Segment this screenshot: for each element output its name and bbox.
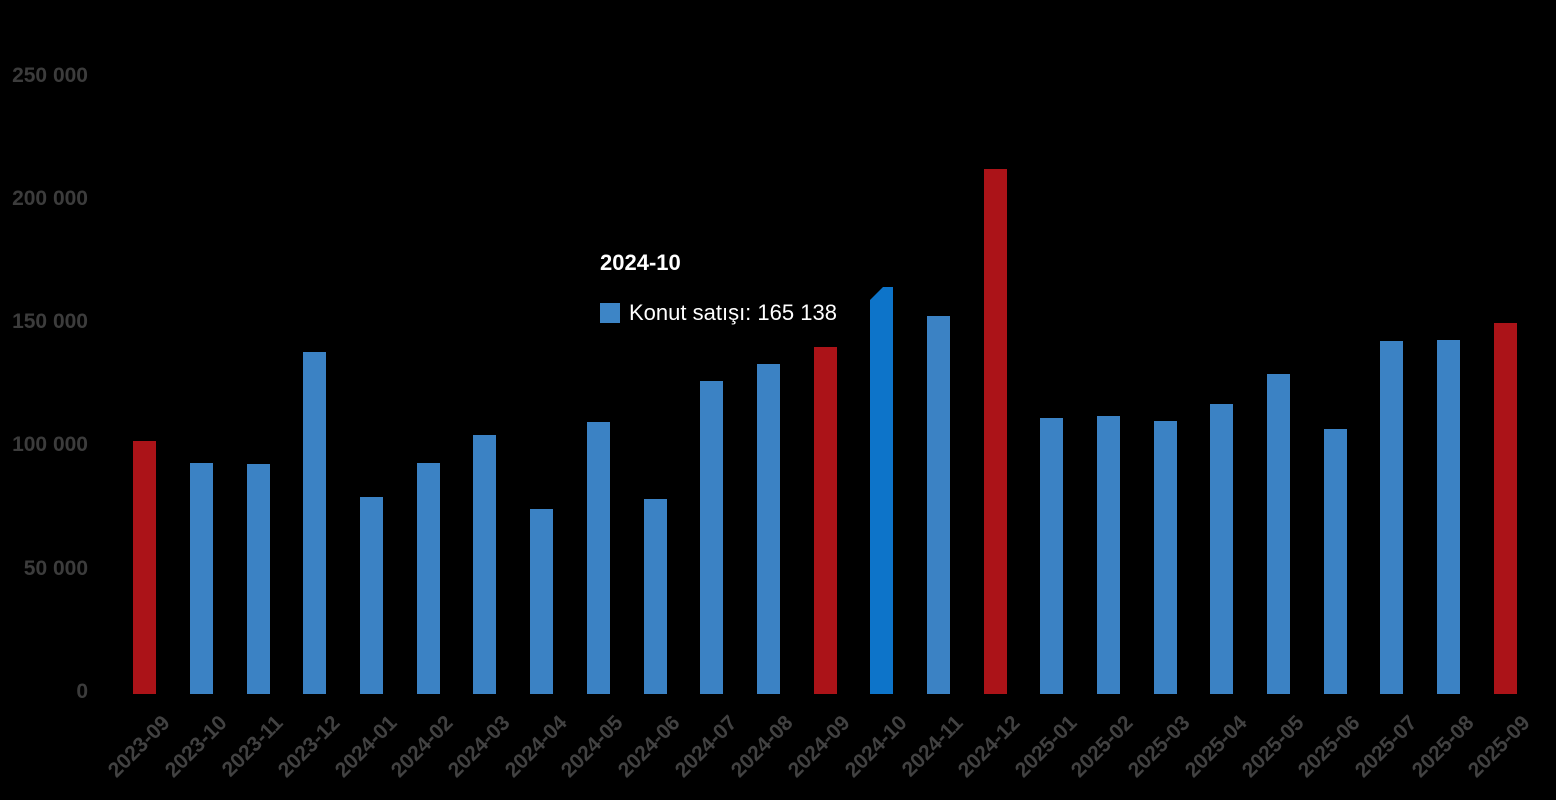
y-axis-label-150 000: 150 000 (12, 310, 88, 334)
tooltip-title: 2024-10 (600, 250, 681, 275)
bar-2024-10[interactable] (870, 286, 894, 694)
bar-2025-09[interactable] (1493, 322, 1517, 694)
bar-2024-09[interactable] (813, 346, 837, 694)
bar-2025-05[interactable] (1267, 373, 1290, 694)
bar-2024-05[interactable] (586, 422, 610, 694)
bar-2023-12[interactable] (303, 352, 327, 694)
bar-2024-02[interactable] (416, 463, 440, 694)
tooltip-callout-notch (870, 286, 884, 300)
tooltip: 2024-10 Konut satışı: 165 138 (600, 251, 837, 325)
bar-2024-08[interactable] (756, 363, 780, 694)
bar-2025-04[interactable] (1210, 403, 1234, 694)
bar-2023-09[interactable] (133, 441, 157, 694)
bar-2024-04[interactable] (530, 509, 554, 694)
tooltip-series-row: Konut satışı: 165 138 (600, 301, 837, 325)
bar-2025-08[interactable] (1437, 340, 1461, 694)
bar-2025-03[interactable] (1153, 421, 1177, 694)
bar-2025-01[interactable] (1040, 417, 1064, 694)
bar-2024-12[interactable] (983, 168, 1007, 694)
y-axis-label-0: 0 (76, 680, 88, 703)
bar-2024-01[interactable] (360, 496, 384, 694)
bar-2025-02[interactable] (1096, 416, 1120, 694)
y-axis-label-250 000: 250 000 (12, 63, 88, 87)
y-axis-label-100 000: 100 000 (12, 433, 88, 457)
y-axis-label-200 000: 200 000 (12, 186, 88, 210)
bar-2024-06[interactable] (643, 499, 667, 694)
y-axis-label-50 000: 50 000 (23, 556, 88, 580)
series-swatch-icon (600, 303, 620, 323)
bar-2025-07[interactable] (1380, 341, 1404, 694)
bar-2023-11[interactable] (246, 463, 270, 694)
tooltip-value-text: Konut satışı: 165 138 (629, 300, 837, 325)
bar-2025-06[interactable] (1323, 428, 1347, 694)
bar-2024-07[interactable] (700, 380, 724, 694)
bar-2023-10[interactable] (190, 463, 214, 694)
bar-2024-11[interactable] (926, 315, 950, 694)
bar-2024-03[interactable] (473, 435, 497, 694)
